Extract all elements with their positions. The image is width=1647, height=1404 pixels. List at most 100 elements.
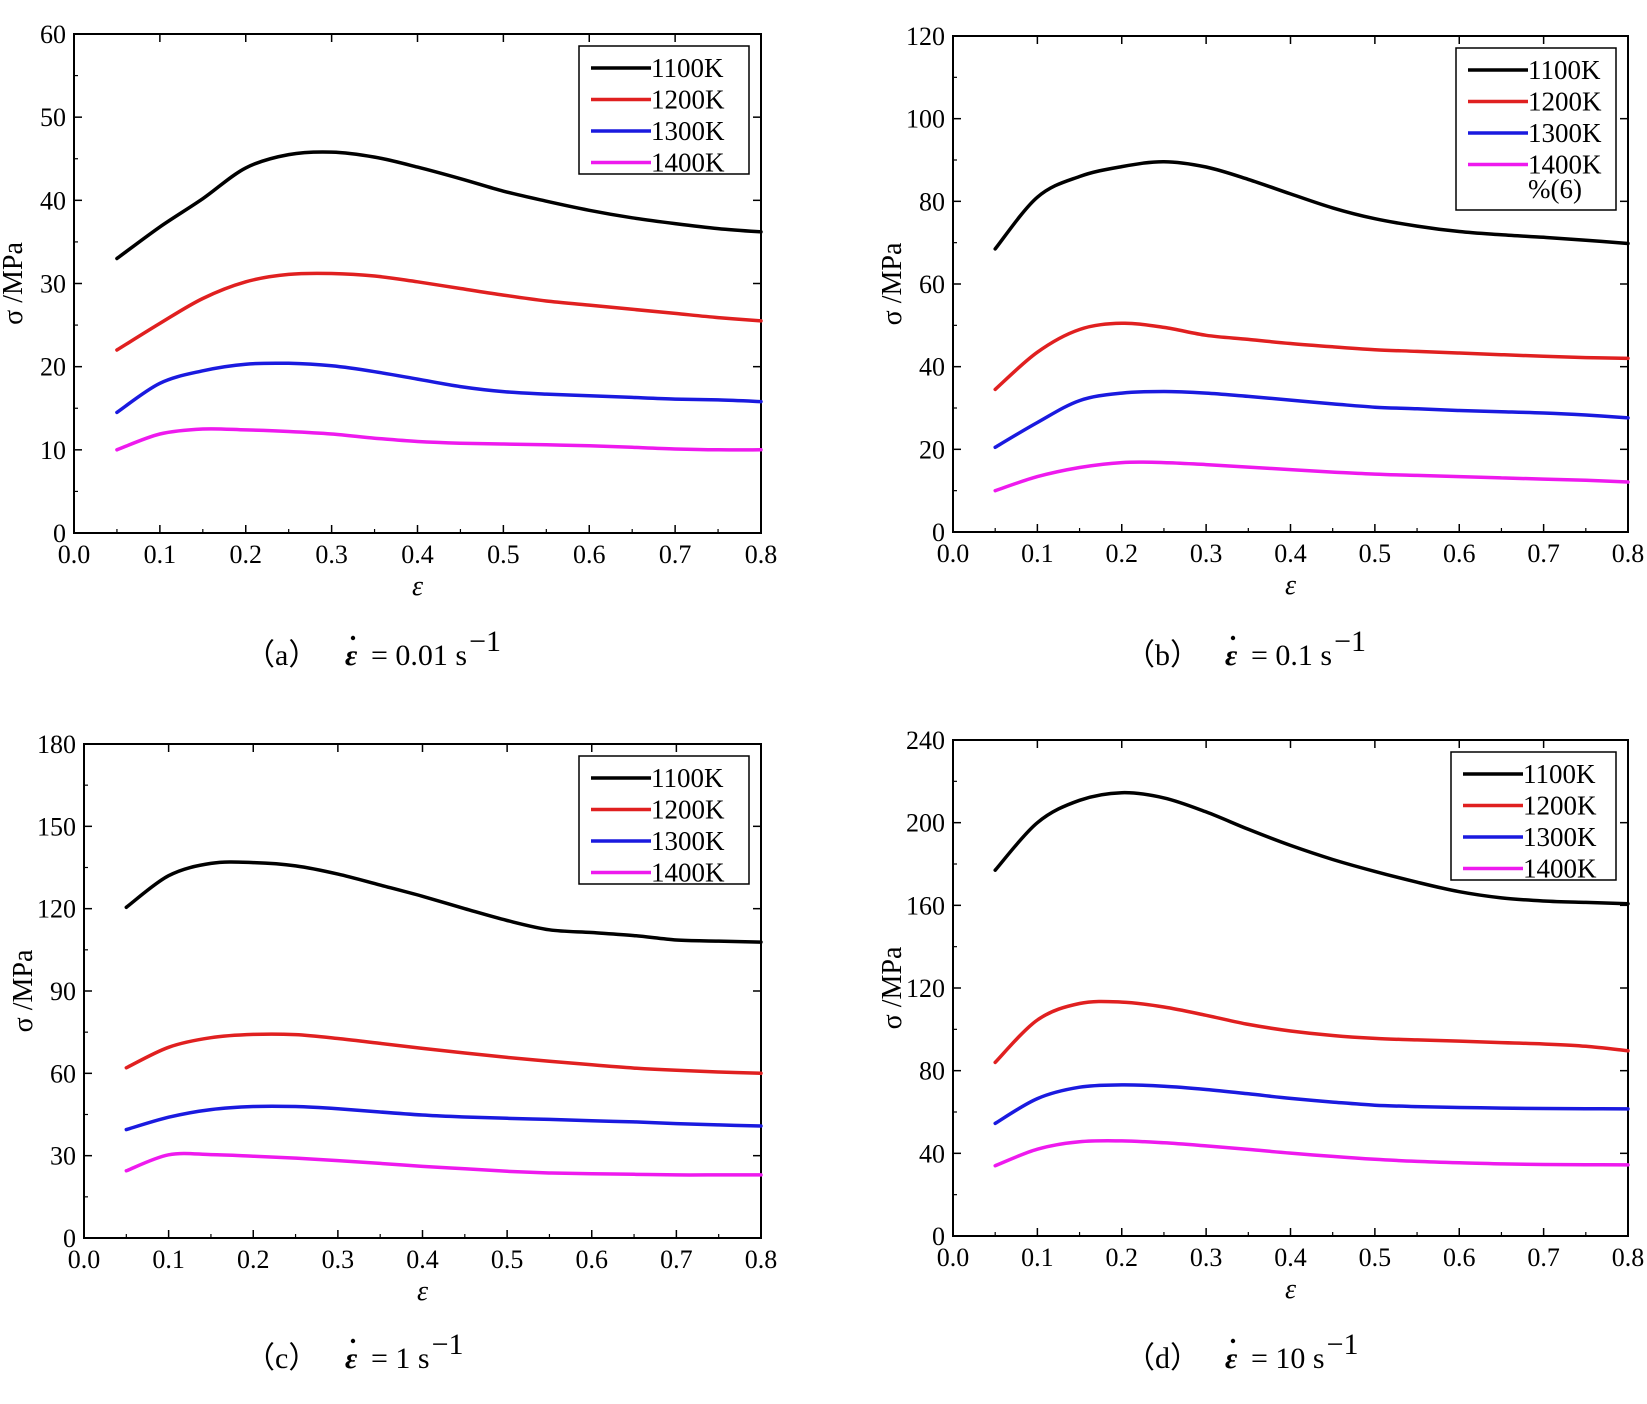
caption-exponent: −1 — [1327, 1328, 1359, 1361]
y-tick-label: 40 — [40, 186, 66, 215]
series-line-1100k — [993, 159, 1630, 251]
y-tick-label: 180 — [37, 730, 76, 759]
x-tick-label: 0.0 — [937, 539, 970, 568]
legend-label-1100k: 1100K — [651, 53, 724, 83]
caption-rate-dot — [350, 635, 356, 641]
series-line-1400k — [124, 1151, 763, 1177]
x-tick-label: 0.8 — [745, 540, 778, 569]
x-tick-label: 0.4 — [401, 540, 434, 569]
y-tick-label: 50 — [40, 103, 66, 132]
x-tick-label: 0.2 — [1106, 1243, 1139, 1272]
legend-label-1100k: 1100K — [651, 763, 724, 793]
caption-exponent: −1 — [432, 1328, 464, 1361]
y-tick-label: 160 — [906, 891, 945, 920]
y-tick-label: 20 — [40, 353, 66, 382]
y-tick-label: 240 — [906, 726, 945, 755]
x-tick-label: 0.6 — [576, 1245, 609, 1274]
y-tick-label: 90 — [50, 977, 76, 1006]
legend-label-1100k: 1100K — [1528, 55, 1601, 85]
y-tick-label: 30 — [50, 1142, 76, 1171]
legend-label-1300k: 1300K — [1528, 118, 1602, 148]
x-tick-label: 0.8 — [1612, 539, 1645, 568]
caption-label: （a） — [245, 639, 318, 672]
x-axis-title: ε — [1285, 1274, 1296, 1305]
caption-label: （c） — [245, 1342, 318, 1375]
x-tick-label: 0.7 — [1527, 539, 1560, 568]
y-tick-label: 80 — [919, 1057, 945, 1086]
legend-label-1300k: 1300K — [1523, 822, 1597, 852]
x-tick-label: 0.1 — [1021, 539, 1054, 568]
x-tick-label: 0.3 — [1190, 539, 1223, 568]
x-tick-label: 0.4 — [1274, 1243, 1307, 1272]
legend-label-1200k: 1200K — [651, 795, 725, 825]
x-tick-label: 0.7 — [1527, 1243, 1560, 1272]
series-line-1200k — [993, 321, 1630, 392]
x-tick-label: 0.3 — [315, 540, 348, 569]
y-tick-label: 100 — [906, 105, 945, 134]
y-tick-label: 30 — [40, 270, 66, 299]
y-tick-label: 80 — [919, 187, 945, 216]
series-line-1400k — [993, 460, 1630, 493]
y-tick-label: 40 — [919, 353, 945, 382]
caption-epsilon: ε — [345, 1342, 358, 1375]
caption-rate-dot — [1230, 1338, 1236, 1344]
y-axis-title: σ /MPa — [877, 946, 908, 1029]
chart-panel-a: 0.0 0.1 0.2 0.3 0.4 0.5 0.6 0.7 0.8 0 10 20 30 40 50 60… — [0, 20, 777, 672]
x-tick-label: 0.2 — [1106, 539, 1139, 568]
caption-rate-dot — [1230, 635, 1236, 641]
legend-label-1400k: 1400K — [651, 148, 725, 178]
legend-label-1200k: 1200K — [1528, 87, 1602, 117]
legend-label-1300k: 1300K — [651, 116, 725, 146]
x-tick-label: 0.1 — [1021, 1243, 1054, 1272]
series-line-1300k — [115, 361, 763, 415]
x-tick-label: 0.5 — [1359, 1243, 1392, 1272]
y-tick-label: 0 — [932, 518, 945, 547]
x-axis-title: ε — [1285, 570, 1296, 601]
legend-note: %(6) — [1528, 174, 1582, 204]
caption-exponent: −1 — [1334, 625, 1366, 658]
y-tick-label: 0 — [932, 1222, 945, 1251]
series-line-1100k — [115, 150, 763, 261]
x-tick-label: 0.3 — [322, 1245, 355, 1274]
panel-caption: （a） ε = 0.01 s −1 — [245, 625, 501, 672]
x-tick-label: 0.7 — [659, 540, 692, 569]
y-tick-label: 0 — [53, 519, 66, 548]
x-tick-label: 0.6 — [1443, 1243, 1476, 1272]
series-line-1100k — [993, 790, 1630, 906]
legend-label-1200k: 1200K — [651, 85, 725, 115]
x-tick-label: 0.0 — [937, 1243, 970, 1272]
x-axis-title: ε — [412, 571, 423, 602]
y-tick-label: 0 — [63, 1224, 76, 1253]
y-tick-label: 60 — [40, 20, 66, 49]
legend-label-1100k: 1100K — [1523, 759, 1596, 789]
legend-label-1300k: 1300K — [651, 826, 725, 856]
x-tick-label: 0.8 — [1612, 1243, 1645, 1272]
panel-caption: （c） ε = 1 s −1 — [245, 1328, 464, 1375]
caption-epsilon: ε — [345, 639, 358, 672]
y-tick-label: 60 — [919, 270, 945, 299]
series-line-1300k — [993, 1083, 1630, 1126]
x-tick-label: 0.4 — [1274, 539, 1307, 568]
series-line-1300k — [993, 389, 1630, 450]
legend-label-1400k: 1400K — [651, 858, 725, 888]
x-tick-label: 0.0 — [68, 1245, 101, 1274]
x-tick-label: 0.1 — [152, 1245, 185, 1274]
x-tick-label: 0.2 — [230, 540, 263, 569]
series-line-1200k — [115, 271, 763, 352]
caption-exponent: −1 — [469, 625, 501, 658]
caption-label: （b） — [1125, 639, 1200, 672]
chart-panel-d: 0.0 0.1 0.2 0.3 0.4 0.5 0.6 0.7 0.8 0 40 80 120 160 20… — [877, 726, 1644, 1375]
y-axis-title: σ /MPa — [0, 242, 29, 325]
x-tick-label: 0.0 — [58, 540, 91, 569]
y-tick-label: 20 — [919, 435, 945, 464]
panel-caption: （d） ε = 10 s −1 — [1125, 1328, 1359, 1375]
x-tick-label: 0.1 — [144, 540, 177, 569]
chart-panel-b: 0.0 0.1 0.2 0.3 0.4 0.5 0.6 0.7 0.8 0 20 40 60 80 100 1… — [877, 22, 1644, 672]
caption-rate: = 1 s — [371, 1342, 430, 1375]
x-tick-label: 0.7 — [660, 1245, 693, 1274]
panel-caption: （b） ε = 0.1 s −1 — [1125, 625, 1366, 672]
legend-label-1400k: 1400K — [1523, 854, 1597, 884]
